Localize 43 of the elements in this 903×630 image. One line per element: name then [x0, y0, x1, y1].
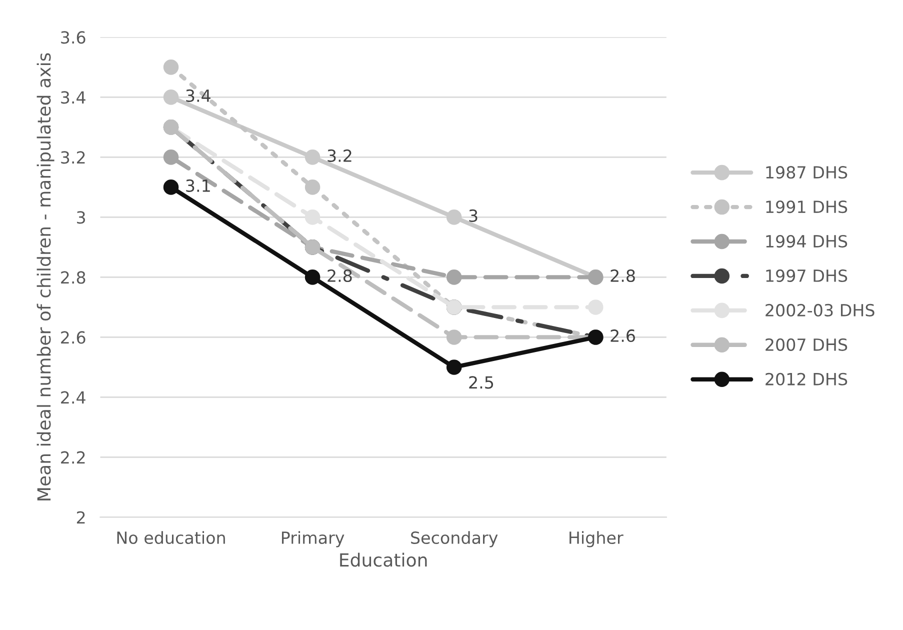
data-label: 2.8: [610, 269, 635, 282]
legend-label: 2012 DHS: [766, 372, 848, 386]
x-axis-title: Education: [340, 552, 427, 567]
point: [446, 210, 462, 225]
data-label: 2.6: [610, 329, 635, 342]
point: [163, 60, 179, 75]
data-label: 3.2: [328, 149, 352, 162]
x-tick-label: Primary: [282, 531, 344, 548]
point: [163, 150, 179, 165]
y-tick-label: 2.8: [61, 271, 86, 284]
y-tick-label: 3: [77, 211, 86, 224]
legend-label: 1997 DHS: [766, 269, 848, 282]
data-label: 3: [469, 209, 478, 222]
x-tick-label: Higher: [570, 531, 624, 548]
point: [304, 150, 320, 165]
legend-label: 1991 DHS: [766, 200, 848, 214]
data-label: 2.8: [328, 269, 352, 282]
point: [304, 270, 320, 285]
legend-label: 2007 DHS: [766, 338, 848, 351]
data-label: 2.5: [469, 376, 494, 389]
y-tick-label: 2.4: [61, 391, 86, 404]
y-axis-title: Mean ideal number of children - manipulated axis: [36, 53, 54, 500]
point: [446, 360, 462, 375]
point: [304, 180, 320, 195]
legend-label: 1994 DHS: [766, 234, 848, 248]
data-label: 3.1: [186, 179, 210, 192]
point: [446, 330, 462, 345]
point: [163, 90, 179, 105]
point: [163, 180, 179, 195]
data-label: 3.4: [186, 89, 210, 102]
y-tick-label: 3.6: [61, 31, 86, 44]
x-tick-label: Secondary: [411, 531, 498, 548]
x-tick-label: No education: [117, 531, 225, 544]
y-tick-label: 2.6: [61, 331, 86, 344]
legend-label: 2002-03 DHS: [766, 304, 874, 316]
point: [446, 270, 462, 285]
y-tick-label: 2.2: [61, 451, 85, 464]
point: [304, 210, 320, 225]
y-tick-label: 3.4: [61, 91, 86, 104]
point: [588, 300, 604, 315]
legend-label: 1987 DHS: [766, 166, 848, 179]
y-tick-label: 3.2: [61, 151, 85, 164]
y-tick-label: 2: [76, 511, 85, 524]
